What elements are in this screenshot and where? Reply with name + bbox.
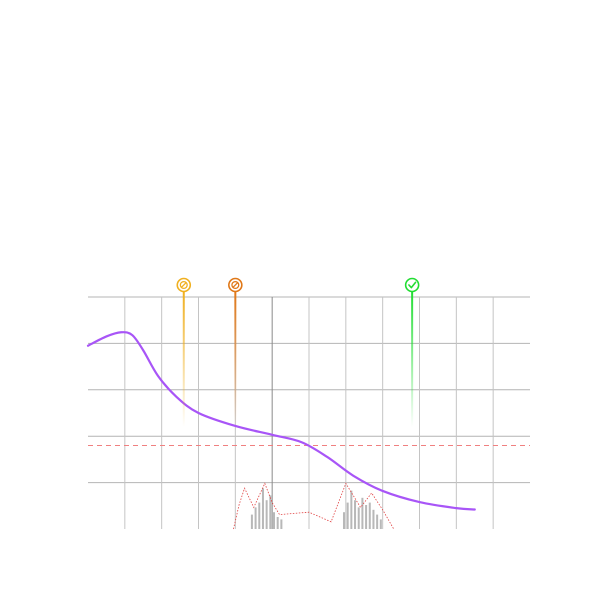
dist-bar-4: [265, 500, 268, 529]
dist-bar-2: [258, 502, 261, 529]
marker-error: [228, 277, 243, 427]
dist-bar-16: [368, 502, 371, 529]
marker-ok: [404, 277, 420, 427]
dist-bar-14: [361, 497, 364, 529]
marker-stem: [234, 292, 237, 427]
blocked-icon-slash: [232, 282, 239, 288]
dist-bar-13: [357, 507, 360, 529]
dist-bar-10: [346, 502, 349, 529]
marker-ring: [404, 277, 420, 293]
dist-bar-0: [250, 514, 253, 529]
blocked-icon-ring: [179, 280, 188, 290]
check-icon: [408, 281, 417, 289]
dist-bar-18: [376, 514, 379, 529]
marker-stem: [411, 292, 414, 427]
dist-bar-7: [276, 517, 279, 529]
blocked-icon-ring: [231, 280, 240, 290]
marker-stem: [182, 292, 185, 427]
dist-line: [233, 482, 395, 530]
dist-bar-8: [280, 519, 283, 529]
dist-bar-5: [269, 495, 272, 529]
markers-layer: [176, 277, 420, 427]
grid: [88, 296, 530, 529]
blocked-icon: [179, 280, 188, 290]
dist-bar-11: [350, 490, 353, 529]
distribution-overlay: [233, 482, 395, 530]
blocked-icon-slash: [181, 282, 187, 288]
dist-bar-17: [372, 509, 375, 529]
dist-bar-6: [273, 512, 276, 529]
dist-bar-15: [365, 505, 368, 529]
dist-bar-9: [342, 512, 345, 529]
dist-bar-3: [261, 488, 264, 529]
marker-warning: [176, 277, 192, 427]
dist-bar-1: [254, 507, 257, 529]
dist-bar-12: [354, 500, 357, 529]
blocked-icon: [231, 280, 240, 290]
dist-bar-19: [379, 519, 382, 529]
